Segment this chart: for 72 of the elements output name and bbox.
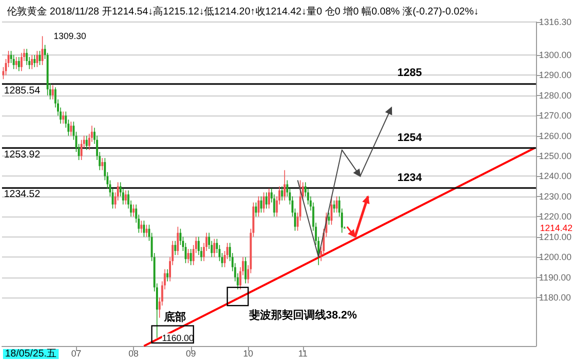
annotation: 1285 — [397, 67, 422, 80]
candlestick — [187, 248, 190, 264]
candlestick — [284, 170, 286, 201]
candlestick — [140, 220, 142, 234]
candlestick — [36, 50, 38, 68]
annotation: 底部 — [163, 310, 186, 324]
candlestick — [268, 188, 270, 209]
x-tick-label: 07 — [71, 348, 82, 358]
y-tick-label: 1190.00 — [539, 272, 571, 282]
y-tick-label: 1240.00 — [539, 171, 572, 182]
candlestick — [260, 196, 262, 213]
y-tick-label: 1316.30 — [539, 17, 572, 27]
candlestick — [80, 139, 82, 160]
ref-line-label: 1234.52 — [4, 188, 41, 200]
candlestick — [190, 248, 192, 266]
y-tick-label: 1200.00 — [539, 252, 572, 262]
annotation: 1254 — [397, 132, 423, 144]
text: 1214.42 — [540, 222, 573, 233]
candlestick — [70, 121, 72, 136]
annotation: 1309.30 — [54, 31, 86, 42]
candlestick — [244, 256, 247, 284]
candlestick — [213, 238, 216, 258]
chart-title: 伦敦黄金 2018/11/28 开1214.54↓高1215.12↓低1214.20↑收1214.42↓量0 仓0 增0 幅0.08% 涨(-0.27)-0.02%↓ — [7, 6, 479, 18]
annotation: 1234 — [397, 172, 423, 184]
candlestick — [86, 135, 88, 150]
y-tick-label: 1260.00 — [539, 130, 572, 141]
candlestick — [262, 192, 265, 213]
y-tick-label: 1230.00 — [539, 191, 572, 202]
candlestick — [142, 220, 145, 238]
candlestick — [330, 196, 333, 226]
candlestick — [20, 52, 23, 72]
candlestick — [166, 268, 168, 282]
candlestick — [281, 186, 284, 201]
candlestick — [258, 196, 260, 218]
y-tick-label: 1280.00 — [539, 90, 572, 100]
x-tick-label: 09 — [186, 348, 196, 358]
annotation: 1160.00 — [162, 332, 194, 343]
text: 18/05/25.五 — [5, 348, 57, 360]
candlestick — [124, 190, 127, 205]
candlestick — [15, 56, 18, 70]
candlestick — [30, 54, 33, 70]
ref-line-label: 1285.54 — [4, 86, 41, 97]
y-tick-label: 1180.00 — [539, 292, 571, 302]
candlestick — [18, 56, 20, 72]
candlestick — [146, 224, 148, 238]
candlestick — [132, 204, 135, 218]
y-tick-label: 1250.00 — [539, 151, 572, 162]
candlestick — [26, 48, 28, 66]
candlestick — [254, 202, 257, 218]
y-tick-label: 1210.00 — [539, 232, 572, 242]
ref-line-label: 1253.92 — [4, 150, 41, 161]
candlestick — [52, 84, 54, 100]
candlestick — [12, 54, 15, 70]
candlestick — [336, 196, 338, 213]
x-tick-label: 10 — [243, 348, 254, 358]
annotation: 斐波那契回调线38.2% — [248, 308, 358, 322]
candlestick — [41, 36, 44, 66]
x-tick-label: 11 — [298, 348, 308, 358]
candlestick — [34, 54, 36, 68]
candlestick — [101, 158, 104, 171]
candlestick — [333, 200, 336, 213]
y-tick-label: 1270.00 — [539, 110, 572, 121]
candlestick — [62, 111, 64, 124]
y-tick-label: 1300.00 — [539, 50, 572, 60]
candlestick — [265, 192, 268, 209]
candlestick — [328, 212, 330, 226]
candlestick — [174, 240, 176, 256]
y-tick-label: 1290.00 — [539, 70, 572, 80]
y-tick-label: 1220.00 — [539, 212, 572, 222]
candlestick — [38, 50, 41, 66]
x-tick-label: 08 — [128, 348, 139, 358]
candlestick — [176, 226, 179, 256]
